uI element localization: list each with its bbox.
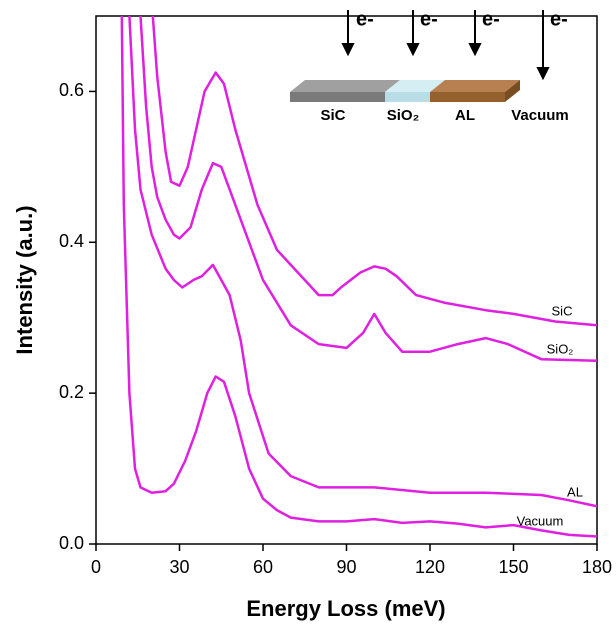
x-tick-label: 180: [582, 557, 612, 577]
y-tick-label: 0.6: [59, 80, 84, 100]
layer-label: SiO₂: [387, 107, 420, 124]
series-label: SiC: [552, 303, 573, 318]
y-axis-title: Intensity (a.u.): [12, 205, 37, 354]
arrow-head: [468, 43, 482, 57]
layer-label: AL: [455, 107, 475, 124]
x-tick-label: 60: [253, 557, 273, 577]
x-tick-label: 30: [169, 557, 189, 577]
y-tick-label: 0.2: [59, 382, 84, 402]
series-label: AL: [567, 484, 583, 499]
plot-area: [120, 16, 597, 538]
x-tick-label: 120: [415, 557, 445, 577]
layer-label: SiC: [320, 107, 345, 124]
data-line: [151, 16, 597, 327]
x-tick-label: 90: [336, 557, 356, 577]
y-tick-label: 0.4: [59, 231, 84, 251]
sio2-layer: [385, 92, 430, 102]
al-side: [505, 80, 520, 102]
inset: e- e- e- e- SiC SiO₂ AL Vacuum: [290, 8, 569, 124]
al-top: [430, 80, 520, 92]
y-tick-label: 0.0: [59, 533, 84, 553]
data-line: [120, 16, 597, 538]
x-tick-label: 0: [91, 557, 101, 577]
beam-label: e-: [356, 8, 374, 30]
beam-label: e-: [550, 8, 568, 30]
data-line: [128, 16, 597, 508]
x-tick-label: 150: [498, 557, 528, 577]
arrow-head: [406, 43, 420, 57]
al-layer: [430, 92, 505, 102]
sio2-top: [385, 80, 445, 92]
beam-label: e-: [420, 8, 438, 30]
data-line: [139, 16, 597, 362]
sic-top: [290, 80, 400, 92]
x-axis-title: Energy Loss (meV): [246, 596, 445, 621]
arrow-head: [536, 67, 550, 81]
sic-layer: [290, 92, 385, 102]
series-label: Vacuum: [517, 513, 564, 528]
beam-label: e-: [482, 8, 500, 30]
layer-label: Vacuum: [511, 107, 569, 124]
series-label: SiO₂: [547, 341, 574, 356]
arrow-head: [341, 43, 355, 57]
